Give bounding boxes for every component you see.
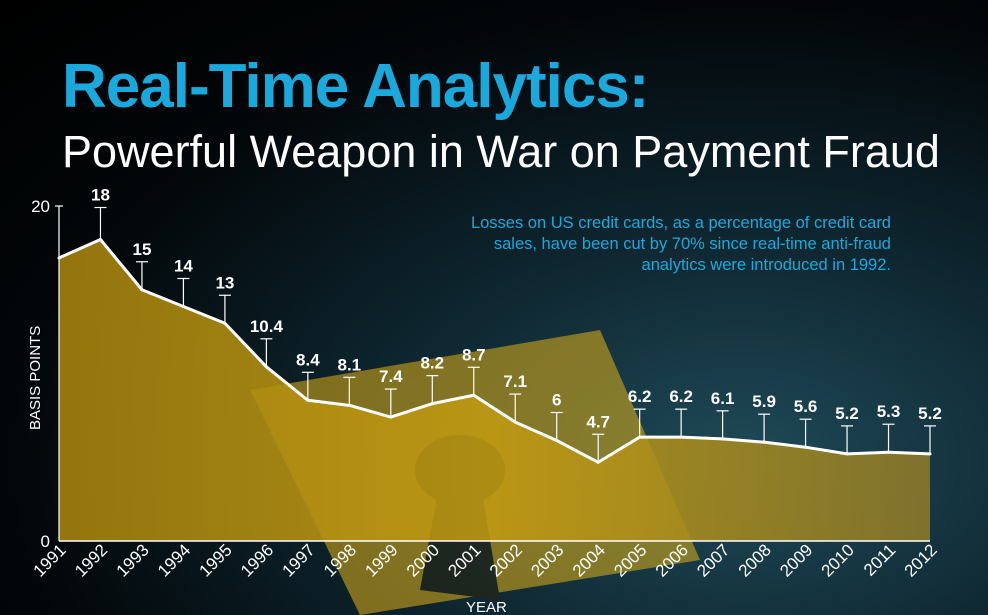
- data-label: 8.2: [420, 354, 444, 373]
- data-point: [347, 403, 351, 407]
- x-tick-label: 1997: [279, 540, 319, 580]
- data-point: [555, 439, 559, 442]
- series-line: [58, 238, 931, 464]
- x-tick-label: 1996: [237, 540, 277, 580]
- x-tick-label: 2012: [901, 540, 941, 580]
- page-subtitle: Powerful Weapon in War on Payment Fraud: [62, 126, 940, 177]
- data-label: 5.9: [752, 392, 776, 411]
- data-point: [472, 393, 476, 397]
- x-tick-label: 2010: [818, 540, 858, 580]
- x-tick-label: 1995: [196, 540, 236, 580]
- page-title: Real-Time Analytics:: [62, 52, 649, 121]
- data-point: [638, 435, 642, 439]
- data-label: 7.4: [379, 367, 403, 386]
- annotation-text: Losses on US credit cards, as a percenta…: [470, 214, 891, 274]
- data-label: 8.4: [296, 350, 320, 369]
- data-point: [845, 452, 849, 456]
- x-tick-label: 2007: [693, 540, 733, 580]
- data-point: [264, 365, 268, 369]
- data-point: [721, 437, 725, 441]
- data-label: 4.7: [586, 412, 610, 431]
- data-label: 6.1: [711, 389, 735, 408]
- x-axis-label: YEAR: [466, 599, 507, 615]
- data-label: 5.3: [877, 402, 901, 421]
- data-point: [223, 321, 227, 325]
- data-point: [430, 402, 434, 406]
- data-point: [140, 288, 144, 292]
- data-label: 6.2: [628, 387, 652, 406]
- data-point: [887, 450, 891, 454]
- x-tick-label: 1994: [154, 540, 194, 580]
- data-point: [306, 398, 310, 402]
- data-label: 6.2: [669, 387, 693, 406]
- data-label: 6: [552, 391, 561, 410]
- y-tick-label: 0: [41, 532, 50, 551]
- data-point: [513, 420, 517, 424]
- data-label: 8.7: [462, 345, 486, 364]
- data-point: [181, 305, 185, 308]
- data-label: 14: [174, 257, 193, 276]
- data-point: [389, 415, 393, 419]
- data-point: [928, 452, 932, 456]
- data-point: [596, 460, 600, 464]
- data-point: [762, 440, 766, 444]
- data-label: 15: [132, 240, 151, 259]
- data-label: 7.1: [503, 372, 527, 391]
- y-axis-label: BASIS POINTS: [27, 326, 44, 430]
- x-tick-label: 2009: [776, 540, 816, 580]
- data-point: [98, 238, 102, 241]
- data-label: 5.6: [794, 397, 818, 416]
- data-label: 8.1: [338, 355, 362, 374]
- data-point: [679, 435, 683, 439]
- data-point: [804, 445, 808, 449]
- data-label: 18: [91, 186, 110, 205]
- x-tick-label: 2008: [735, 540, 775, 580]
- data-label: 10.4: [250, 317, 284, 336]
- y-tick-label: 20: [31, 197, 50, 216]
- data-label: 13: [215, 273, 234, 292]
- area-fill: [59, 239, 930, 541]
- x-tick-label: 1992: [71, 540, 111, 580]
- x-tick-label: 1993: [113, 540, 153, 580]
- data-label: 5.2: [918, 404, 942, 423]
- data-label: 5.2: [835, 404, 859, 423]
- x-tick-label: 2011: [860, 540, 899, 579]
